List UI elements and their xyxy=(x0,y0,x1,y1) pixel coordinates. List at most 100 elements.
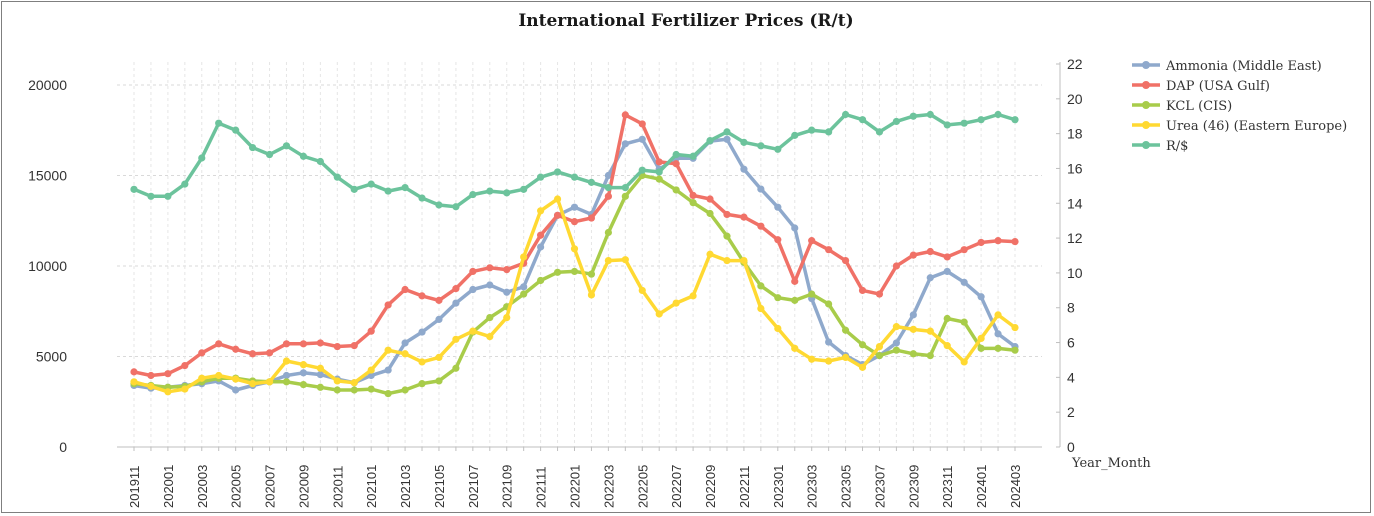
x-tick-label: 202101 xyxy=(364,465,379,508)
data-point xyxy=(689,152,697,160)
data-point xyxy=(316,371,324,379)
data-point xyxy=(723,135,731,143)
data-point xyxy=(164,370,172,378)
data-point xyxy=(943,314,951,323)
legend-item: KCL (CIS) xyxy=(1132,99,1232,114)
data-point xyxy=(401,285,409,294)
left-tick-label: 10000 xyxy=(28,258,67,274)
data-point xyxy=(791,131,799,139)
x-tick-label: 202401 xyxy=(974,465,989,508)
data-point xyxy=(638,120,646,128)
data-point xyxy=(401,350,409,358)
x-tick-label: 202005 xyxy=(229,465,244,508)
data-point xyxy=(723,128,731,136)
data-point xyxy=(655,175,663,183)
x-tick-label: 202111 xyxy=(534,467,549,508)
data-point xyxy=(570,173,579,181)
data-point xyxy=(452,299,460,307)
data-point xyxy=(960,278,968,286)
data-point xyxy=(299,380,308,389)
data-point xyxy=(537,231,545,239)
data-point xyxy=(1011,237,1019,246)
data-point xyxy=(147,382,155,390)
data-point xyxy=(130,378,138,386)
data-point xyxy=(943,267,951,276)
data-point xyxy=(587,214,596,222)
data-point xyxy=(791,277,799,285)
data-point xyxy=(638,286,646,295)
x-axis-label: Year_Month xyxy=(1071,456,1151,471)
data-point xyxy=(469,327,477,335)
data-point xyxy=(723,210,731,219)
data-point xyxy=(537,173,545,181)
data-point xyxy=(299,152,308,160)
data-point xyxy=(282,340,291,348)
data-point xyxy=(164,388,172,396)
data-point xyxy=(553,211,562,219)
right-tick-label: 18 xyxy=(1067,126,1083,142)
data-point xyxy=(587,178,596,186)
data-point xyxy=(791,296,799,304)
data-point xyxy=(537,243,545,251)
right-tick-label: 2 xyxy=(1067,404,1075,420)
legend-swatch-marker xyxy=(1142,121,1150,129)
data-point xyxy=(825,128,833,136)
data-point xyxy=(299,340,308,348)
data-point xyxy=(147,371,155,380)
data-point xyxy=(892,346,901,354)
data-point xyxy=(621,192,629,200)
legend-swatch-marker xyxy=(1142,101,1150,109)
data-point xyxy=(994,110,1002,119)
data-point xyxy=(943,121,951,129)
data-point xyxy=(130,185,138,193)
data-point xyxy=(503,288,511,296)
data-point xyxy=(299,361,308,369)
legend-item: DAP (USA Gulf) xyxy=(1132,79,1270,94)
data-point xyxy=(248,380,257,388)
x-tick-label: 202305 xyxy=(839,465,854,508)
series-dap-usa-gulf xyxy=(130,111,1019,380)
data-point xyxy=(401,386,409,394)
data-point xyxy=(689,199,697,207)
data-point xyxy=(858,116,867,124)
data-point xyxy=(672,186,680,194)
data-point xyxy=(841,110,850,119)
data-point xyxy=(587,291,596,299)
legend-label: Urea (46) (Eastern Europe) xyxy=(1166,119,1347,134)
data-point xyxy=(1011,323,1019,332)
legend-label: Ammonia (Middle East) xyxy=(1165,59,1322,74)
legend-label: R/$ xyxy=(1166,139,1188,154)
data-point xyxy=(740,213,748,221)
data-point xyxy=(333,377,341,385)
data-point xyxy=(333,173,341,181)
data-point xyxy=(604,184,612,192)
data-point xyxy=(909,350,917,358)
data-point xyxy=(926,274,934,282)
data-point xyxy=(452,335,460,343)
data-point xyxy=(706,209,714,218)
data-point xyxy=(825,246,833,254)
data-point xyxy=(418,380,426,388)
data-point xyxy=(299,369,308,377)
data-point xyxy=(316,383,324,391)
data-point xyxy=(401,339,409,347)
data-point xyxy=(892,323,901,331)
x-tick-label: 202001 xyxy=(161,465,176,508)
right-tick-label: 4 xyxy=(1067,369,1075,385)
data-point xyxy=(418,292,426,300)
data-point xyxy=(723,256,731,265)
data-point xyxy=(486,313,494,322)
x-tick-label: 202311 xyxy=(940,466,955,508)
data-point xyxy=(994,237,1002,245)
data-point xyxy=(808,126,816,134)
data-point xyxy=(960,318,968,326)
data-point xyxy=(892,262,901,270)
data-point xyxy=(825,357,833,365)
data-point xyxy=(875,342,884,351)
data-point xyxy=(553,268,562,276)
data-point xyxy=(909,251,917,259)
chart-title: International Fertilizer Prices (R/t) xyxy=(518,11,853,31)
legend-item: Urea (46) (Eastern Europe) xyxy=(1132,119,1347,134)
data-point xyxy=(909,112,917,120)
data-point xyxy=(841,326,850,334)
